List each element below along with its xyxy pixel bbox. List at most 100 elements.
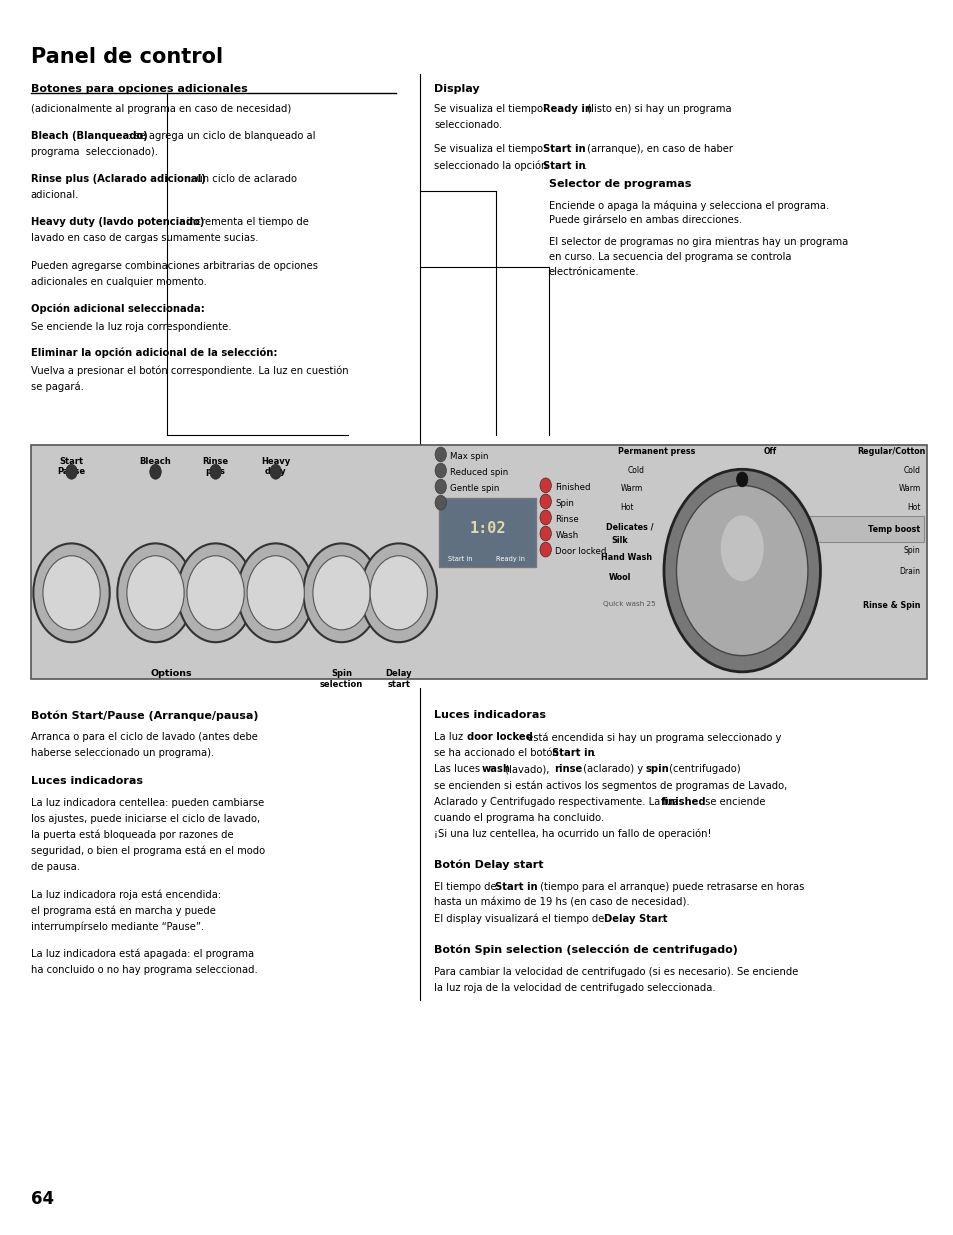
Text: spin: spin [645,764,669,774]
Circle shape [66,464,77,479]
Text: Botones para opciones adicionales: Botones para opciones adicionales [30,84,247,94]
Text: 64: 64 [30,1189,53,1208]
Text: Botón Start/Pause (Arranque/pausa): Botón Start/Pause (Arranque/pausa) [30,710,257,721]
Text: Gentle spin: Gentle spin [450,484,499,493]
Text: (adicionalmente al programa en caso de necesidad): (adicionalmente al programa en caso de n… [30,104,291,114]
Text: Rinse plus (Aclarado adicional): Rinse plus (Aclarado adicional) [30,174,205,184]
Text: El selector de programas no gira mientras hay un programa: El selector de programas no gira mientra… [548,237,847,247]
Circle shape [127,556,184,630]
Text: Heavy duty (lavdo potenciado): Heavy duty (lavdo potenciado) [30,217,204,227]
Text: rinse: rinse [554,764,581,774]
Circle shape [435,447,446,462]
Text: La luz indicadora roja está encendida:: La luz indicadora roja está encendida: [30,889,220,900]
Text: 1:02: 1:02 [469,521,505,536]
Text: Start in: Start in [448,556,473,562]
Text: Permanent press: Permanent press [618,447,695,456]
Circle shape [360,543,436,642]
Circle shape [539,494,551,509]
Text: La luz indicadora centellea: pueden cambiarse: La luz indicadora centellea: pueden camb… [30,798,263,808]
Text: Ready in: Ready in [496,556,524,562]
Text: .: . [660,914,663,924]
Text: : incrementa el tiempo de: : incrementa el tiempo de [180,217,309,227]
Text: la luz roja de la velocidad de centrifugado seleccionada.: la luz roja de la velocidad de centrifug… [434,983,715,993]
Circle shape [117,543,193,642]
Text: Delicates /: Delicates / [605,522,653,531]
Circle shape [539,542,551,557]
Text: .: . [583,161,586,170]
Circle shape [539,478,551,493]
Text: (listo en) si hay un programa: (listo en) si hay un programa [583,104,731,114]
Text: (arranque), en caso de haber: (arranque), en caso de haber [583,144,732,154]
Text: Se visualiza el tiempo: Se visualiza el tiempo [434,144,546,154]
Text: Off: Off [762,447,776,456]
Text: Hot: Hot [619,503,633,511]
Circle shape [33,543,110,642]
Text: Drain: Drain [899,567,920,576]
Circle shape [237,543,314,642]
Text: Hot: Hot [906,503,920,511]
Circle shape [435,495,446,510]
Text: Reduced spin: Reduced spin [450,468,508,477]
Text: Selector de programas: Selector de programas [548,179,690,189]
Text: la puerta está bloqueada por razones de: la puerta está bloqueada por razones de [30,830,233,841]
Text: ¡Si una luz centellea, ha ocurrido un fallo de operación!: ¡Si una luz centellea, ha ocurrido un fa… [434,829,711,840]
Text: La luz: La luz [434,732,466,742]
Text: Eliminar la opción adicional de la selección:: Eliminar la opción adicional de la selec… [30,347,276,358]
Text: Display: Display [434,84,479,94]
Text: interrumpírselo mediante “Pause”.: interrumpírselo mediante “Pause”. [30,921,204,932]
Text: seguridad, o bien el programa está en el modo: seguridad, o bien el programa está en el… [30,846,264,857]
Circle shape [435,463,446,478]
Text: Options: Options [151,669,193,678]
Text: SANITARY: SANITARY [756,620,793,629]
Text: Delay Start: Delay Start [603,914,667,924]
Text: Delay
start: Delay start [385,669,412,689]
Text: door locked: door locked [467,732,533,742]
Circle shape [187,556,244,630]
Text: Spin
selection: Spin selection [319,669,363,689]
Text: La luz indicadora está apagada: el programa: La luz indicadora está apagada: el progr… [30,948,253,960]
Text: Luces indicadoras: Luces indicadoras [434,710,545,720]
Text: Rinse & Spin: Rinse & Spin [862,601,920,610]
Text: el programa está en marcha y puede: el programa está en marcha y puede [30,905,215,916]
Circle shape [177,543,253,642]
Text: Warm: Warm [620,484,642,493]
Text: Botón Spin selection (selección de centrifugado): Botón Spin selection (selección de centr… [434,945,738,956]
Text: Bleach: Bleach [139,457,172,466]
Text: se enciende: se enciende [701,797,764,806]
Text: (lavado),: (lavado), [501,764,552,774]
FancyBboxPatch shape [798,516,923,542]
Circle shape [539,510,551,525]
Text: Hand Wash: Hand Wash [600,553,652,562]
Text: Temp boost: Temp boost [867,525,920,534]
Text: Spin: Spin [555,499,574,508]
Text: Rinse: Rinse [555,515,578,524]
Text: Start in: Start in [552,748,594,758]
Text: : un ciclo de aclarado: : un ciclo de aclarado [190,174,297,184]
Text: Cold: Cold [627,466,644,474]
Text: El display visualizará el tiempo de: El display visualizará el tiempo de [434,914,607,925]
Text: adicionales en cualquier momento.: adicionales en cualquier momento. [30,277,206,287]
Text: está encendida si hay un programa seleccionado y: está encendida si hay un programa selecc… [523,732,781,743]
Text: XXTRA: XXTRA [722,620,751,629]
Text: programa  seleccionado).: programa seleccionado). [30,147,157,157]
Text: seleccionado la opción: seleccionado la opción [434,161,550,172]
Circle shape [247,556,304,630]
Text: .: . [593,748,596,758]
Text: (tiempo para el arranque) puede retrasarse en horas: (tiempo para el arranque) puede retrasar… [537,882,803,892]
Text: Silk: Silk [611,536,628,545]
Text: los ajustes, puede iniciarse el ciclo de lavado,: los ajustes, puede iniciarse el ciclo de… [30,814,259,824]
Text: Arranca o para el ciclo de lavado (antes debe: Arranca o para el ciclo de lavado (antes… [30,732,257,742]
Text: Start in: Start in [542,144,585,154]
Text: seleccionado.: seleccionado. [434,120,502,130]
Text: Start
Pause: Start Pause [57,457,86,477]
Circle shape [736,472,747,487]
Text: en curso. La secuencia del programa se controla: en curso. La secuencia del programa se c… [548,252,790,262]
Circle shape [370,556,427,630]
Text: Pueden agregarse combinaciones arbitrarias de opciones: Pueden agregarse combinaciones arbitrari… [30,261,317,270]
Text: wash: wash [481,764,510,774]
Text: electrónicamente.: electrónicamente. [548,267,639,277]
Text: Rinse
plus: Rinse plus [202,457,229,477]
Text: cuando el programa ha concluido.: cuando el programa ha concluido. [434,813,603,823]
Text: Start in: Start in [495,882,537,892]
Circle shape [150,464,161,479]
